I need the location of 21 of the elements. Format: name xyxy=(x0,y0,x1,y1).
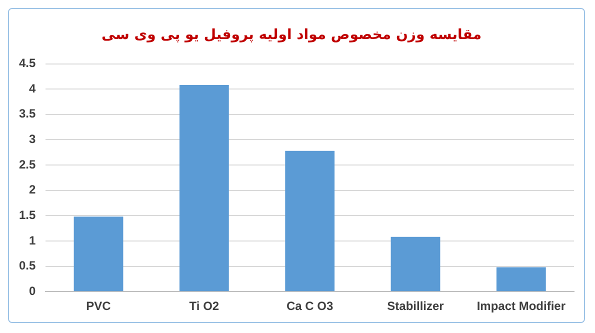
x-tick-label: Ca C O3 xyxy=(286,299,334,314)
y-tick-label: 2 xyxy=(28,182,36,197)
x-tick-label: PVC xyxy=(86,299,112,314)
y-tick-label: 2.5 xyxy=(18,157,36,172)
y-tick-label: 4 xyxy=(28,81,36,96)
y-tick-label: 4.5 xyxy=(18,56,36,70)
y-tick-label: 3 xyxy=(28,132,36,146)
bar xyxy=(285,150,335,292)
y-tick-label: 0 xyxy=(28,284,36,298)
y-tick-label: 1.5 xyxy=(18,208,36,222)
bar xyxy=(74,216,124,292)
x-tick-label: Ti O2 xyxy=(189,299,220,314)
y-tick-label: 1 xyxy=(28,233,36,248)
y-tick-label: 0.5 xyxy=(18,258,36,273)
chart-title: مقایسه وزن مخصوص مواد اولیه پروفیل یو پی وی سی xyxy=(101,27,482,44)
bar xyxy=(390,236,440,292)
y-tick-label: 3.5 xyxy=(18,106,36,121)
x-tick-label: Impact Modifier xyxy=(476,299,566,314)
bar xyxy=(496,267,546,292)
x-tick-label: Stabillizer xyxy=(387,299,444,314)
bar xyxy=(179,85,229,292)
